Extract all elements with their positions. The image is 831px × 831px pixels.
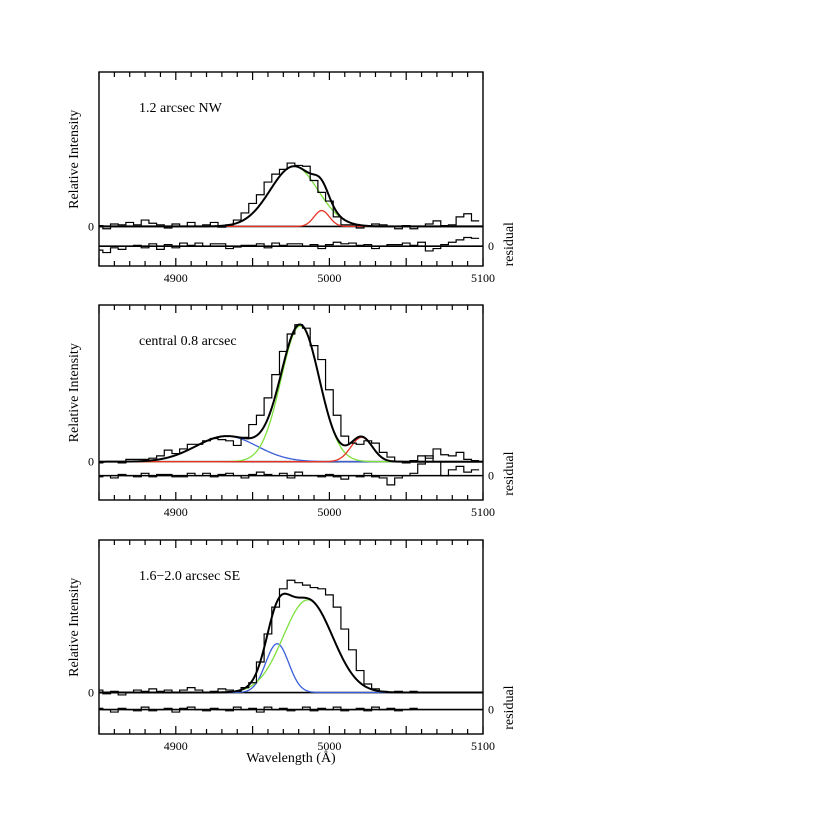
residual-tick-label-zero: 0 — [488, 239, 494, 253]
plot-area — [99, 162, 483, 254]
gaussian-component-2 — [99, 599, 483, 694]
y-axis-label: Relative Intensity — [67, 110, 82, 209]
x-tick-label: 5000 — [317, 739, 341, 753]
x-tick-label: 5000 — [317, 271, 341, 285]
residual-tick-label-zero: 0 — [488, 469, 494, 483]
panel-frame — [98, 71, 484, 267]
total-fit-line — [99, 592, 483, 694]
residual-data-steps — [99, 706, 418, 713]
spectrum-data-steps — [99, 579, 418, 696]
y-tick-label-zero: 0 — [88, 686, 94, 700]
x-tick-label: 4900 — [164, 739, 188, 753]
panel-frame — [98, 539, 484, 735]
x-axis-label: Wavelength (Å) — [246, 750, 336, 766]
residual-axis-label: residual — [502, 685, 517, 729]
panel-2: 4900 5000 5100 0 0 Relative Intensity residual… — [67, 304, 517, 519]
residual-axis-label: residual — [502, 451, 517, 495]
y-axis-label: Relative Intensity — [67, 578, 82, 677]
panel-frame — [98, 304, 484, 501]
panel-label: 1.6−2.0 arcsec SE — [139, 569, 240, 584]
residual-data-steps — [99, 455, 480, 486]
y-tick-label-zero: 0 — [88, 219, 94, 233]
plot-area — [99, 579, 483, 713]
x-tick-label: 4900 — [164, 271, 188, 285]
x-tick-label: 5100 — [471, 739, 495, 753]
residual-tick-label-zero: 0 — [488, 703, 494, 717]
gaussian-component-1 — [99, 643, 483, 694]
spectrum-data-steps — [99, 162, 480, 230]
x-tick-label: 4900 — [164, 505, 188, 519]
plot-area — [99, 323, 483, 486]
panel-3: 4900 5000 5100 0 0 Relative Intensity residual… — [67, 539, 517, 753]
panel-1: 4900 5000 5100 0 0 Relative Intensity residual… — [67, 71, 517, 285]
panel-label: central 0.8 arcsec — [139, 334, 237, 349]
gaussian-component-1 — [99, 165, 483, 228]
total-fit-line — [99, 323, 483, 463]
y-tick-label-zero: 0 — [88, 455, 94, 469]
x-tick-label: 5100 — [471, 271, 495, 285]
x-tick-label: 5100 — [471, 505, 495, 519]
panel-label: 1.2 arcsec NW — [139, 101, 223, 116]
residual-axis-label: residual — [502, 222, 517, 266]
y-axis-label: Relative Intensity — [67, 343, 82, 442]
residual-data-steps — [99, 236, 480, 254]
x-tick-label: 5000 — [317, 505, 341, 519]
total-fit-line — [99, 165, 483, 228]
